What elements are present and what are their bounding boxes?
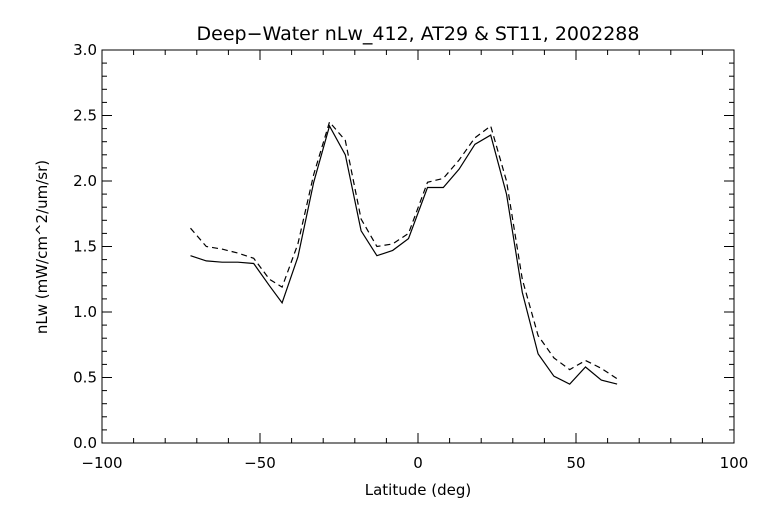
x-axis-label: Latitude (deg) xyxy=(365,481,471,499)
series-line-dashed xyxy=(190,120,618,380)
series-line-solid xyxy=(190,124,618,385)
y-tick-label: 1.0 xyxy=(73,303,97,321)
x-tick-label: −50 xyxy=(244,454,276,472)
y-axis-label: nLw (mW/cm^2/um/sr) xyxy=(33,160,51,334)
chart-title: Deep−Water nLw_412, AT29 & ST11, 2002288 xyxy=(197,23,640,45)
tick-labels: −100 −50 0 50 100 0.0 0.5 1.0 1.5 2.0 2.5 3.0 xyxy=(73,41,748,472)
x-tick-label: 0 xyxy=(413,454,423,472)
x-tick-label: 100 xyxy=(720,454,749,472)
y-tick-label: 0.5 xyxy=(73,369,97,387)
y-tick-label: 0.0 xyxy=(73,434,97,452)
axis-ticks xyxy=(101,49,735,444)
x-tick-label: 50 xyxy=(566,454,585,472)
y-tick-label: 1.5 xyxy=(73,238,97,256)
series-lines xyxy=(190,120,618,385)
plot-frame xyxy=(101,49,735,444)
x-tick-label: −100 xyxy=(81,454,122,472)
y-tick-label: 3.0 xyxy=(73,41,97,59)
y-tick-label: 2.0 xyxy=(73,172,97,190)
y-tick-label: 2.5 xyxy=(73,107,97,125)
